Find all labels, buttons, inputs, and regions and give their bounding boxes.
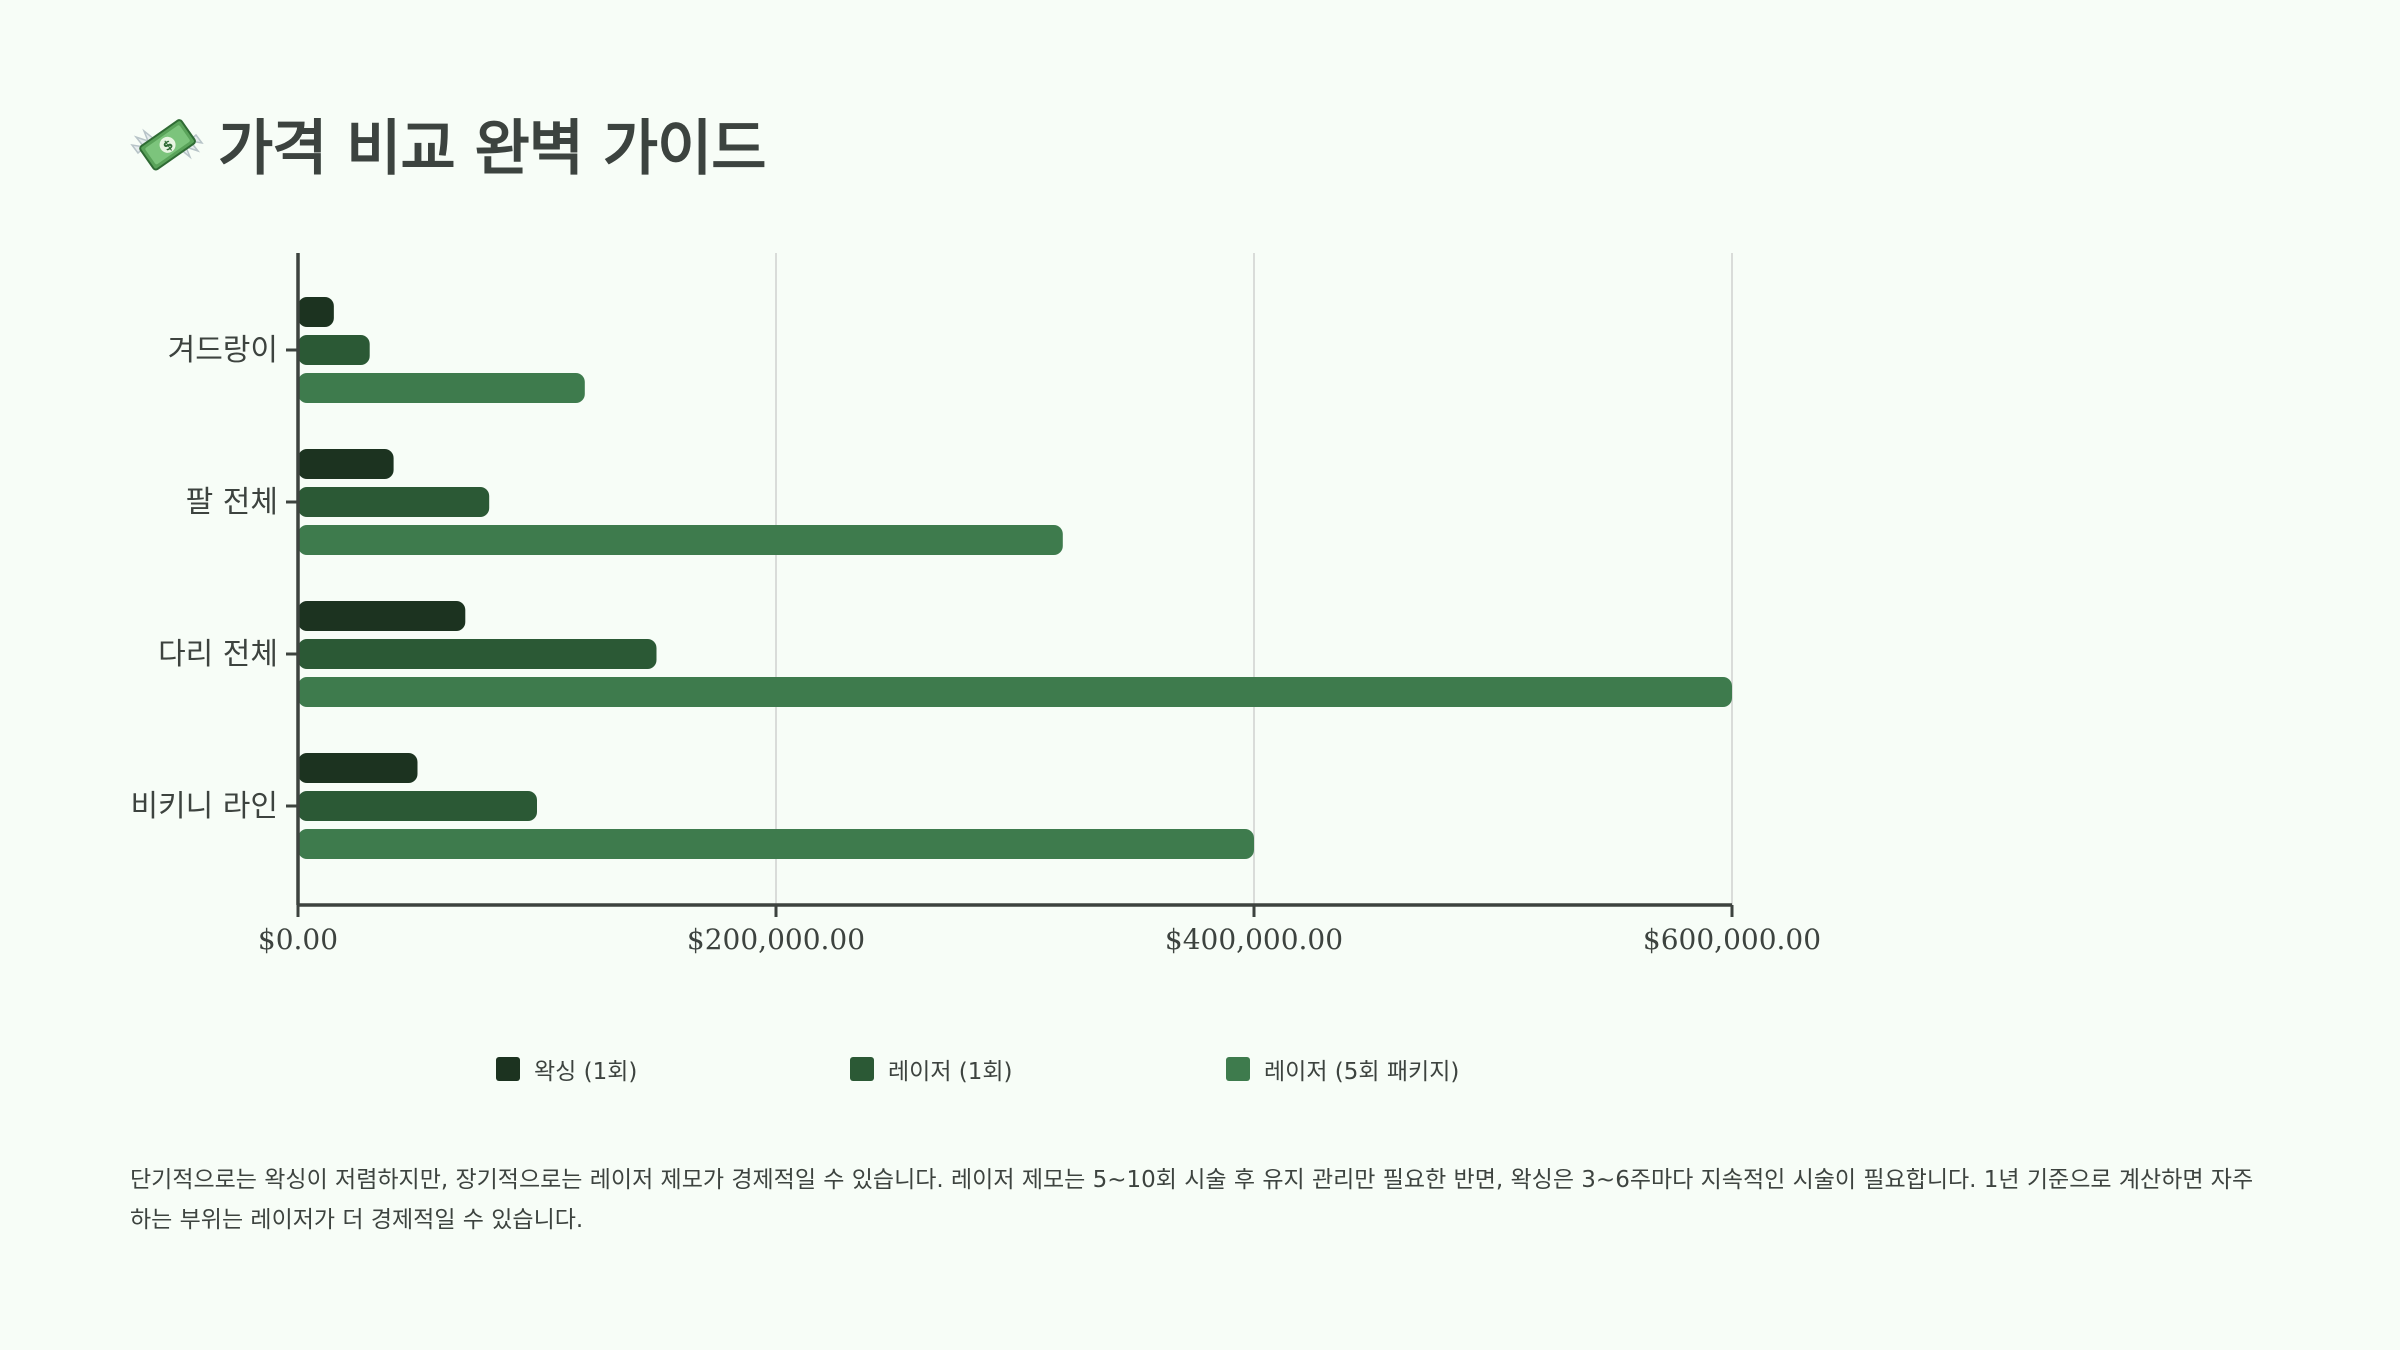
x-tick-label: $600,000.00: [1643, 923, 1821, 956]
legend-swatch: [850, 1057, 874, 1081]
bar: [298, 677, 1732, 707]
legend-label: 레이저 (5회 패키지): [1264, 1059, 1460, 1085]
y-tick-label: 비키니 라인: [130, 789, 278, 824]
y-tick-label: 팔 전체: [186, 485, 278, 520]
bar: [298, 639, 657, 669]
bar: [298, 297, 334, 327]
legend-label: 레이저 (1회): [888, 1059, 1013, 1085]
legend-item: 왁싱 (1회): [496, 1052, 637, 1086]
y-tick-label: 다리 전체: [158, 637, 278, 672]
legend-item: 레이저 (1회): [850, 1052, 1013, 1086]
legend-swatch: [1226, 1057, 1250, 1081]
x-tick-label: $200,000.00: [687, 923, 865, 956]
legend-label: 왁싱 (1회): [534, 1059, 638, 1085]
bar: [298, 525, 1063, 555]
page-title: 가격 비교 완벽 가이드: [218, 114, 766, 184]
x-tick-label: $0.00: [258, 923, 338, 956]
bar: [298, 449, 394, 479]
bar: [298, 335, 370, 365]
money-with-wings-icon: $: [130, 118, 204, 170]
y-tick-label: 겨드랑이: [168, 333, 278, 368]
chart-legend: 왁싱 (1회) 레이저 (1회) 레이저 (5회 패키지): [0, 1052, 2400, 1092]
legend-swatch: [496, 1057, 520, 1081]
legend-item: 레이저 (5회 패키지): [1226, 1052, 1459, 1086]
bar: [298, 487, 490, 517]
bar: [298, 829, 1254, 859]
x-tick-label: $400,000.00: [1165, 923, 1343, 956]
bar: [298, 373, 585, 403]
bar: [298, 791, 537, 821]
footnote-text: 단기적으로는 왁싱이 저렴하지만, 장기적으로는 레이저 제모가 경제적일 수 …: [130, 1167, 2254, 1233]
bar: [298, 753, 418, 783]
bar: [298, 601, 466, 631]
page-header: $ 가격 비교 완벽 가이드: [130, 100, 766, 187]
